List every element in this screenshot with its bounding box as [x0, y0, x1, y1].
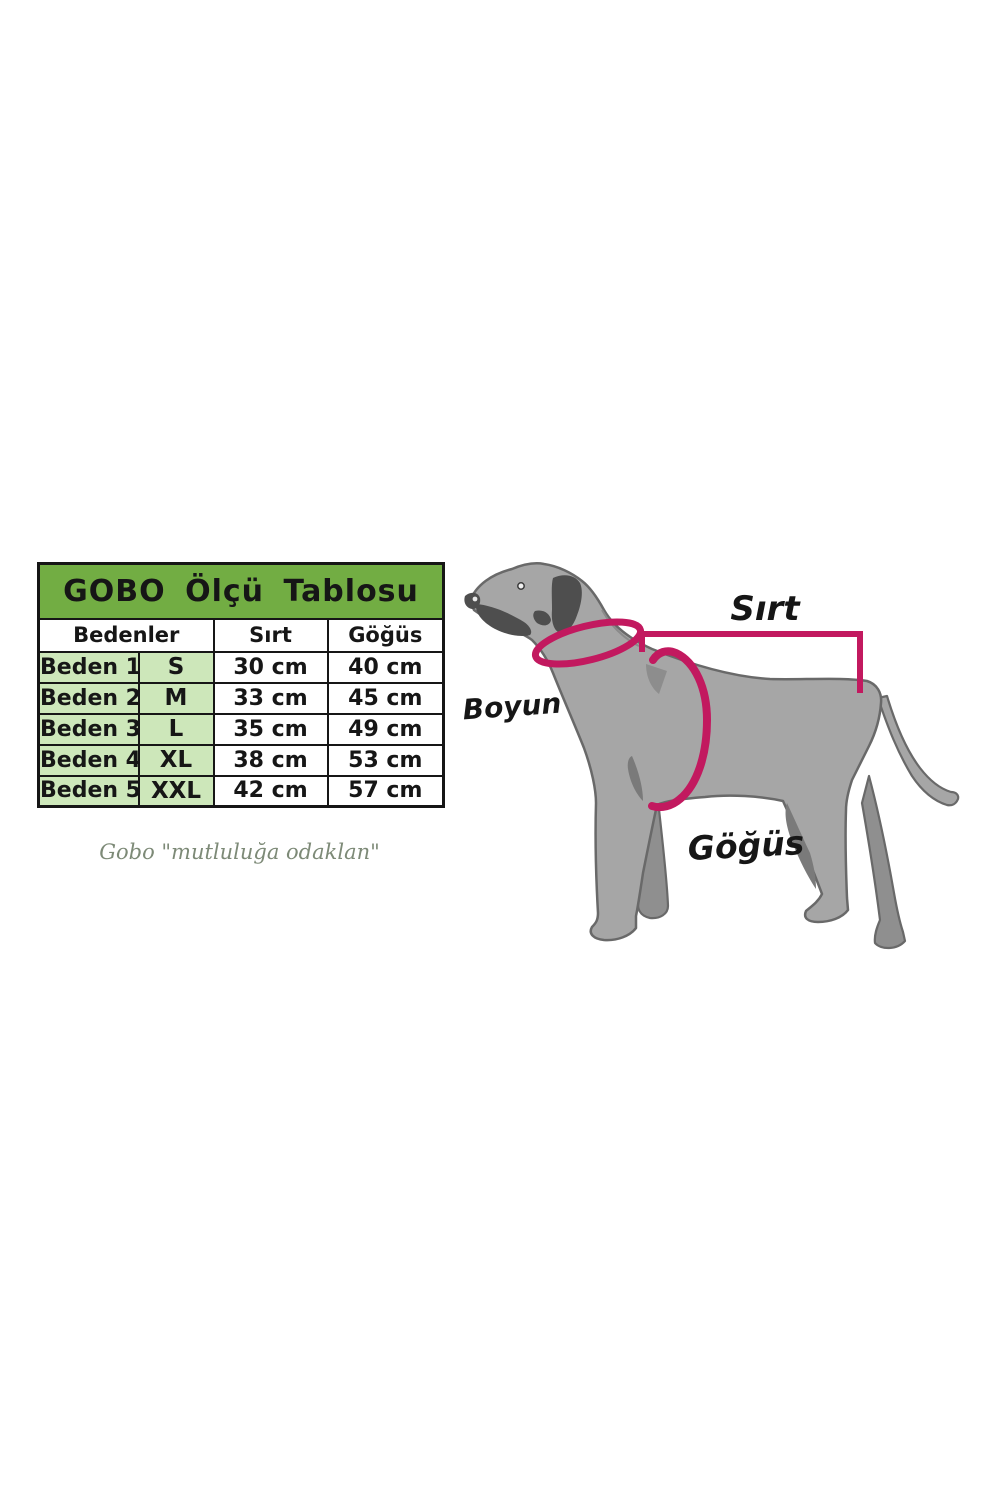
chest-value: 49 cm: [326, 712, 445, 746]
dog-tail: [876, 694, 960, 807]
size-code: S: [137, 650, 215, 684]
back-value: 42 cm: [212, 774, 329, 808]
chest-value: 57 cm: [326, 774, 445, 808]
column-header-back: Sırt: [212, 617, 329, 653]
table-title-row: GOBO Ölçü Tablosu: [37, 562, 445, 620]
size-name: Beden 3: [37, 712, 140, 746]
size-code: M: [137, 681, 215, 715]
size-name: Beden 1: [37, 650, 140, 684]
back-value: 30 cm: [212, 650, 329, 684]
dog-cheek-patch: [533, 610, 551, 626]
chest-measure-arc: [648, 647, 712, 812]
dog-elbow-shade: [627, 756, 643, 801]
chest-value: 45 cm: [326, 681, 445, 715]
size-name: Beden 2: [37, 681, 140, 715]
dog-jaw-patch: [475, 604, 532, 636]
dog-withers-shade: [646, 664, 667, 694]
chest-value: 40 cm: [326, 650, 445, 684]
size-code: XXL: [137, 774, 215, 808]
dog-thigh-shade: [785, 803, 816, 889]
back-label: Sırt: [730, 589, 800, 629]
table-header-row: Bedenler Sırt Göğüs: [37, 617, 445, 653]
dog-body: [468, 561, 883, 942]
column-header-sizes: Bedenler: [37, 617, 215, 653]
chest-label: Göğüs: [686, 822, 806, 869]
size-table: GOBO Ölçü Tablosu Bedenler Sırt Göğüs Be…: [37, 562, 446, 808]
neck-measure-ring: [531, 618, 645, 668]
dog-nose: [464, 592, 481, 609]
size-code: XL: [137, 743, 215, 777]
dog-illustration-icon: [464, 561, 960, 950]
size-code: L: [137, 712, 215, 746]
table-row: Beden 4 XL 38 cm 53 cm: [37, 743, 445, 777]
dog-far-hind-leg: [860, 774, 907, 950]
table-row: Beden 3 L 35 cm 49 cm: [37, 712, 445, 746]
chest-value: 53 cm: [326, 743, 445, 777]
size-name: Beden 5: [37, 774, 140, 808]
back-value: 33 cm: [212, 681, 329, 715]
table-row: Beden 2 M 33 cm 45 cm: [37, 681, 445, 715]
column-header-chest: Göğüs: [326, 617, 445, 653]
dog-measurement-diagram: [450, 548, 970, 963]
dog-nostril: [472, 596, 478, 602]
dog-ear: [551, 575, 582, 634]
table-row: Beden 5 XXL 42 cm 57 cm: [37, 774, 445, 808]
dog-eye: [517, 582, 525, 590]
table-title: GOBO Ölçü Tablosu: [37, 562, 445, 620]
back-value: 35 cm: [212, 712, 329, 746]
brand-tagline: Gobo "mutluluğa odaklan": [99, 840, 380, 864]
back-measure-bracket: [639, 631, 863, 693]
size-name: Beden 4: [37, 743, 140, 777]
table-row: Beden 1 S 30 cm 40 cm: [37, 650, 445, 684]
back-value: 38 cm: [212, 743, 329, 777]
